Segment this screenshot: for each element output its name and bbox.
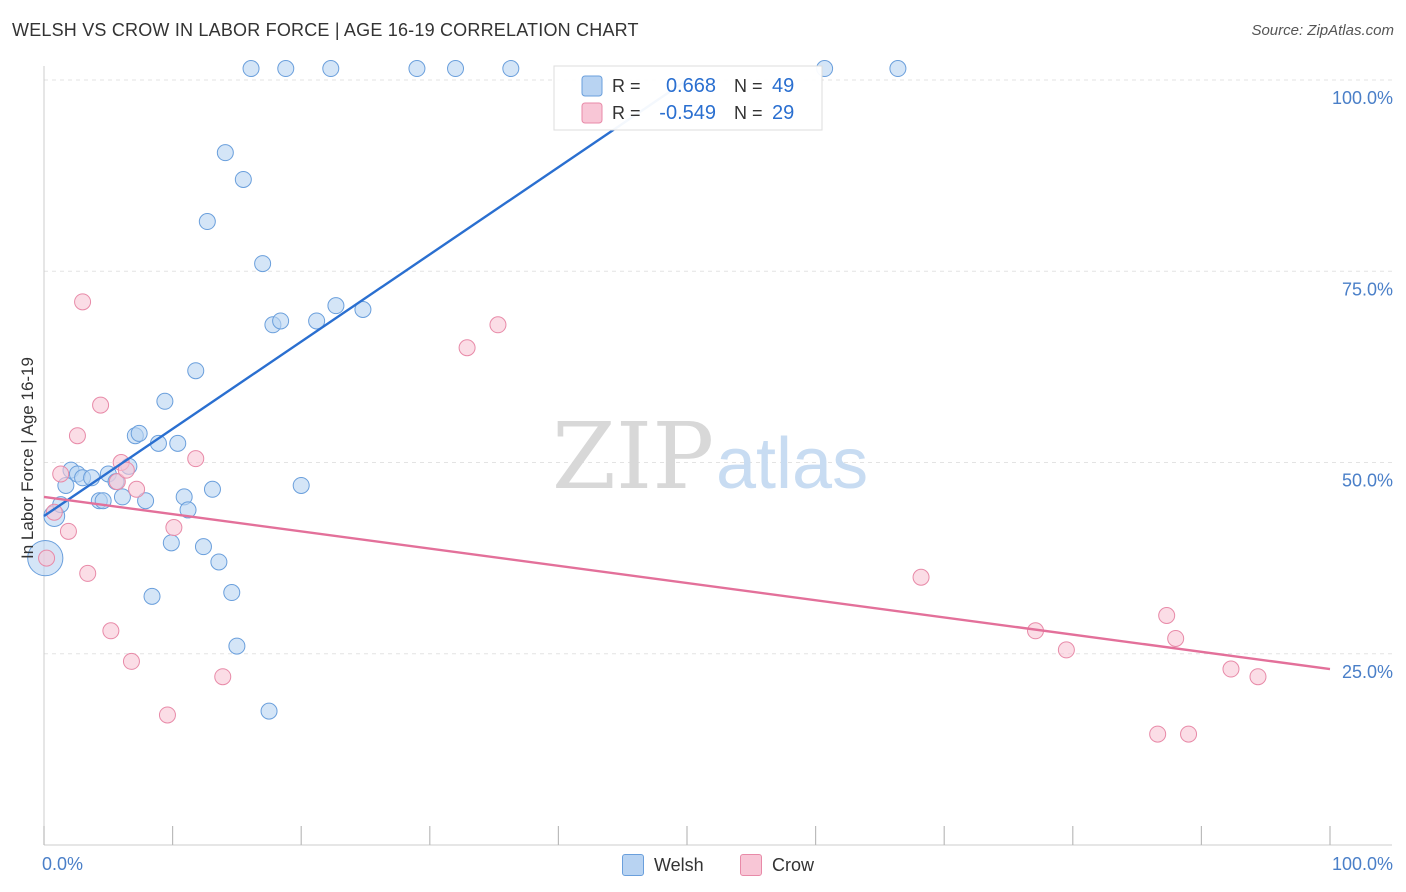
watermark: ZIP atlas [552, 403, 868, 510]
data-point-crow [92, 396, 110, 414]
data-point-welsh [156, 392, 174, 410]
data-point-welsh [234, 170, 252, 188]
data-point-welsh [187, 362, 205, 380]
data-point-welsh [113, 488, 131, 506]
data-point-crow [1158, 607, 1176, 624]
data-point-welsh [254, 255, 272, 273]
chart-title: WELSH VS CROW IN LABOR FORCE | AGE 16-19… [12, 20, 639, 40]
data-point-crow [1057, 641, 1075, 659]
data-point-welsh [327, 297, 345, 315]
x-tick-label: 100.0% [1332, 854, 1393, 874]
trend-line-welsh [43, 79, 688, 518]
stats-r-value: 0.668 [666, 75, 716, 97]
stats-swatch-welsh [581, 75, 603, 97]
y-tick-label: 50.0% [1342, 471, 1393, 491]
data-point-welsh [272, 312, 290, 330]
data-point-crow [102, 622, 120, 640]
watermark-atlas: atlas [716, 424, 868, 504]
data-point-crow [1222, 660, 1240, 678]
y-tick-label: 100.0% [1332, 88, 1393, 108]
legend-item-crow[interactable]: Crow [740, 854, 814, 876]
stats-n-value: 49 [772, 75, 794, 97]
data-point-welsh [292, 476, 310, 494]
data-point-crow [74, 293, 92, 311]
stats-r-label: R = [612, 76, 641, 96]
data-point-welsh [277, 60, 295, 78]
data-point-welsh [143, 587, 161, 605]
data-point-crow [68, 427, 86, 445]
source-credit: Source: ZipAtlas.com [1251, 22, 1394, 39]
stats-r-label: R = [612, 103, 641, 123]
data-point-crow [458, 339, 476, 357]
data-point-welsh [169, 434, 187, 452]
data-point-crow [128, 480, 146, 498]
stats-n-label: N = [734, 76, 763, 96]
y-axis-label: In Labor Force | Age 16-19 [18, 357, 37, 559]
data-point-welsh [130, 424, 148, 442]
data-point-crow [912, 568, 930, 586]
data-point-welsh [889, 60, 907, 78]
data-point-welsh [260, 702, 278, 720]
stats-n-value: 29 [772, 102, 794, 124]
data-point-crow [52, 465, 70, 483]
data-point-crow [108, 473, 126, 491]
stats-legend: R = 0.668 N = 49 R = -0.549 N = 29 [553, 65, 823, 131]
data-point-welsh [447, 60, 465, 78]
data-point-crow [59, 522, 77, 540]
data-point-welsh [210, 553, 228, 571]
data-point-welsh [242, 60, 260, 78]
data-point-welsh [203, 480, 221, 498]
data-point-crow [79, 564, 97, 582]
data-point-welsh [216, 144, 234, 162]
axis-layer: 25.0% 50.0% 75.0% 100.0% 0.0% 100.0% [42, 66, 1393, 874]
bottom-legend: Welsh Crow [0, 850, 1406, 880]
data-point-welsh [322, 60, 340, 78]
legend-swatch-crow [740, 854, 762, 876]
data-point-welsh [179, 501, 197, 519]
data-point-crow [1149, 725, 1167, 743]
data-point-welsh [198, 213, 216, 231]
data-point-welsh [502, 60, 520, 78]
stats-swatch-crow [581, 102, 603, 124]
data-point-crow [122, 652, 140, 670]
data-point-welsh [308, 312, 326, 330]
trend-line-crow [43, 495, 1331, 671]
data-point-welsh [223, 584, 241, 602]
data-point-welsh [354, 301, 372, 318]
y-tick-label: 25.0% [1342, 662, 1393, 682]
data-point-crow [45, 503, 63, 521]
watermark-zip: ZIP [552, 403, 714, 510]
data-point-welsh [162, 534, 180, 552]
legend-swatch-welsh [622, 854, 644, 876]
grid-layer [44, 79, 1392, 655]
points-layer [27, 60, 1267, 743]
data-point-crow [1180, 725, 1198, 743]
data-point-crow [489, 316, 507, 334]
stats-n-label: N = [734, 103, 763, 123]
trend-layer [43, 79, 1331, 671]
legend-item-welsh[interactable]: Welsh [622, 854, 704, 876]
legend-label-welsh: Welsh [654, 854, 704, 875]
data-point-crow [1167, 629, 1185, 647]
data-point-crow [38, 549, 56, 567]
data-point-crow [1249, 668, 1267, 686]
data-point-welsh [137, 492, 155, 510]
data-point-crow [187, 450, 205, 468]
data-point-welsh [408, 60, 426, 78]
data-point-crow [158, 706, 176, 724]
data-point-crow [165, 519, 183, 537]
stats-r-value: -0.549 [659, 102, 716, 124]
data-point-welsh [194, 538, 212, 556]
y-tick-label: 75.0% [1342, 279, 1393, 299]
legend-label-crow: Crow [772, 854, 815, 875]
data-point-crow [214, 668, 232, 686]
data-point-welsh [228, 637, 246, 655]
x-tick-label: 0.0% [42, 854, 83, 874]
data-point-crow [117, 461, 135, 479]
